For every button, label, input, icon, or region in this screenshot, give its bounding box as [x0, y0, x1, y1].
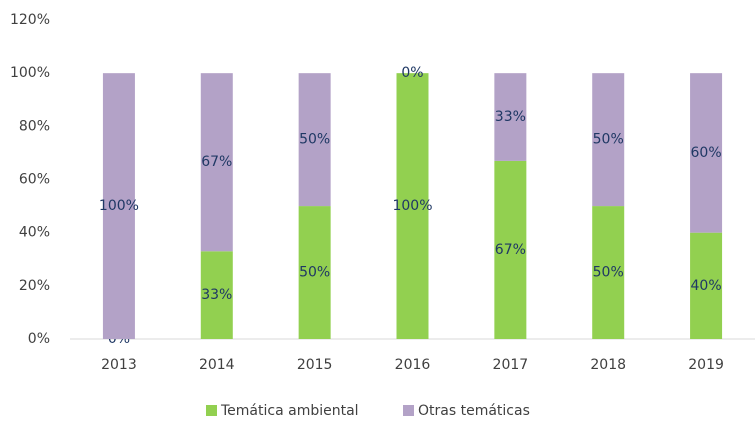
y-tick-label: 0% [28, 331, 50, 347]
data-label: 50% [299, 265, 330, 281]
bar-segment [298, 73, 331, 207]
y-tick-label: 100% [10, 65, 50, 81]
x-tick-label: 2016 [395, 357, 431, 373]
data-label: 67% [495, 242, 526, 258]
data-label: 40% [691, 278, 722, 294]
x-tick-label: 2017 [493, 357, 529, 373]
data-label: 50% [299, 132, 330, 148]
legend-marker [403, 405, 414, 416]
data-label: 67% [201, 154, 232, 170]
y-tick-label: 60% [19, 172, 50, 188]
x-tick-label: 2015 [297, 357, 333, 373]
data-label: 33% [495, 109, 526, 125]
y-tick-label: 80% [19, 118, 50, 134]
y-tick-label: 40% [19, 225, 50, 241]
bar-segment [690, 232, 723, 339]
bar-segment [102, 73, 135, 340]
y-tick-label: 20% [19, 278, 50, 294]
x-tick-label: 2014 [199, 357, 235, 373]
data-label: 0% [401, 65, 423, 81]
x-tick-label: 2013 [101, 357, 137, 373]
data-label: 60% [691, 145, 722, 161]
data-label: 100% [99, 198, 139, 214]
bar-segment [200, 251, 233, 339]
legend-marker [206, 405, 217, 416]
legend-label: Temática ambiental [220, 403, 359, 419]
bar-segment [298, 206, 331, 339]
x-tick-label: 2018 [590, 357, 626, 373]
data-label: 100% [392, 198, 432, 214]
data-label: 33% [201, 287, 232, 303]
bar-segment [494, 160, 527, 339]
bar-segment [396, 73, 429, 340]
data-label: 50% [593, 132, 624, 148]
y-tick-label: 120% [10, 12, 50, 28]
bar-segment [592, 206, 625, 339]
bar-segment [494, 73, 527, 161]
data-label: 50% [593, 265, 624, 281]
bar-segment [200, 73, 233, 252]
x-tick-label: 2019 [688, 357, 724, 373]
bar-segment [592, 73, 625, 207]
bar-segment [690, 73, 723, 233]
legend-label: Otras temáticas [418, 403, 530, 419]
